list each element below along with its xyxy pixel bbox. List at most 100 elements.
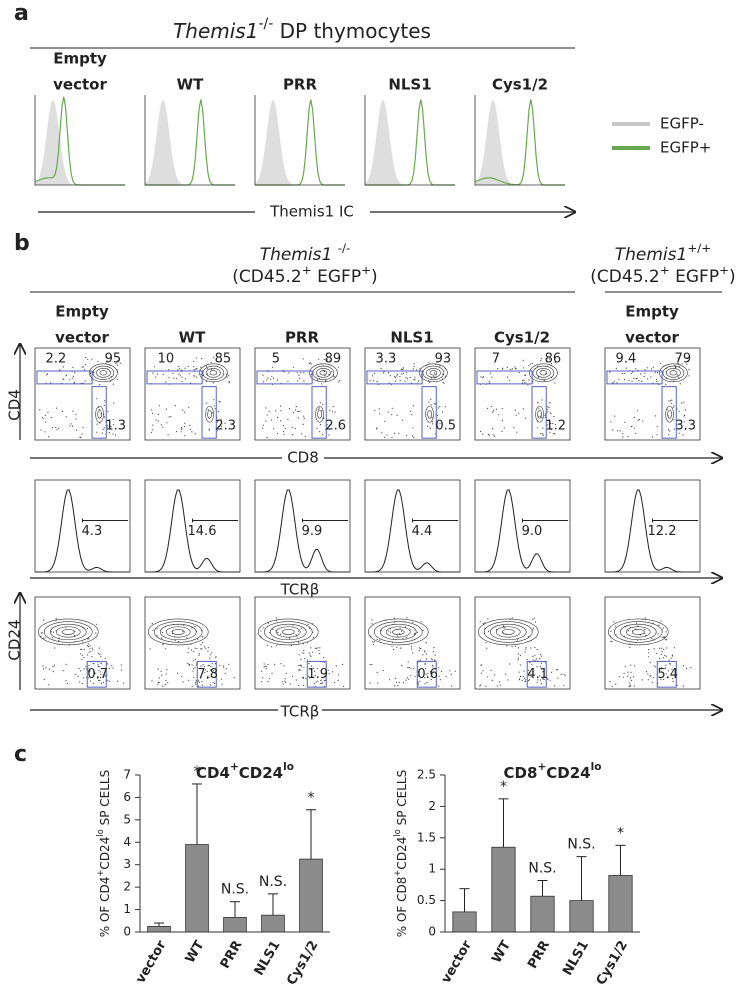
event-dot [633,416,635,418]
event-dot [690,667,692,669]
event-dot [544,415,546,417]
event-dot [664,639,667,641]
text-part: SP CELLS [395,770,409,829]
event-dot [563,673,565,675]
event-dot [442,373,444,375]
event-dot [372,641,374,643]
event-dot [193,375,195,377]
event-dot [303,652,305,654]
gate-percent: 95 [105,352,122,367]
gate [531,386,547,439]
event-dot [484,622,486,624]
event-dot [682,434,684,436]
text-part: CD24 [395,837,409,870]
event-dot [436,426,438,428]
event-dot [542,434,544,436]
event-dot [319,653,321,655]
event-dot [394,375,396,378]
event-dot [627,671,629,673]
event-dot [342,663,344,666]
event-dot [220,425,222,427]
event-dot [407,661,409,663]
event-dot [563,684,565,686]
event-dot [334,411,336,413]
event-dot [210,361,212,363]
event-dot [528,379,530,381]
event-dot [321,672,323,674]
event-dot [158,405,160,407]
event-dot [193,676,195,678]
event-dot [400,630,403,632]
event-dot [43,637,45,639]
event-dot [228,382,230,384]
event-dot [532,671,534,673]
bar [491,846,516,933]
event-dot [168,369,170,371]
event-dot [378,639,381,641]
event-dot [486,647,488,649]
event-dot [374,372,376,374]
event-dot [505,673,507,675]
contour [501,629,515,635]
event-dot [557,677,559,679]
event-dot [298,374,300,376]
event-dot [668,434,670,436]
event-dot [260,670,263,672]
event-dot [192,670,194,672]
histogram-negative [35,99,125,185]
event-dot [328,673,330,675]
event-dot [663,678,665,681]
event-dot [317,379,319,381]
event-dot [206,402,208,404]
event-dot [515,414,517,416]
event-dot [299,410,301,412]
gate-percent: 3.3 [376,352,397,367]
gate [82,518,129,523]
event-dot [668,400,670,402]
event-dot [659,362,662,364]
event-dot [228,663,230,665]
gate-percent: 0.6 [417,667,438,682]
y-tick-label: 2.5 [417,768,436,782]
contour [312,365,335,380]
event-dot [109,426,111,428]
x-tick-label: Cys1/2 [284,938,321,988]
event-dot [228,381,230,383]
event-dot [297,630,299,632]
event-dot [310,647,312,649]
event-dot [534,647,536,649]
event-dot [321,682,323,684]
x-tick-label: vector [439,938,476,986]
event-dot [671,399,673,401]
event-dot [371,619,373,621]
event-dot [322,433,324,435]
event-dot [394,380,397,382]
event-dot [172,372,174,375]
event-dot [51,637,54,639]
event-dot [82,641,84,643]
event-dot [89,373,92,375]
event-dot [156,373,158,375]
gate-percent: 0.7 [87,667,108,682]
event-dot [298,641,300,644]
event-dot [282,683,284,685]
event-dot [88,651,90,653]
event-dot [183,426,186,428]
event-dot [103,404,105,407]
event-dot [97,664,99,666]
event-dot [209,669,212,671]
event-dot [79,681,81,683]
event-dot [338,674,340,676]
gate [311,386,327,439]
y-tick-label: 0 [428,925,436,939]
event-dot [99,384,101,386]
event-dot [117,680,119,683]
event-dot [216,430,218,432]
event-dot [187,679,190,681]
contour [367,618,429,646]
event-dot [444,375,447,377]
event-dot [262,427,264,429]
event-dot [100,663,102,665]
event-dot [307,642,309,644]
event-dot [264,665,266,667]
